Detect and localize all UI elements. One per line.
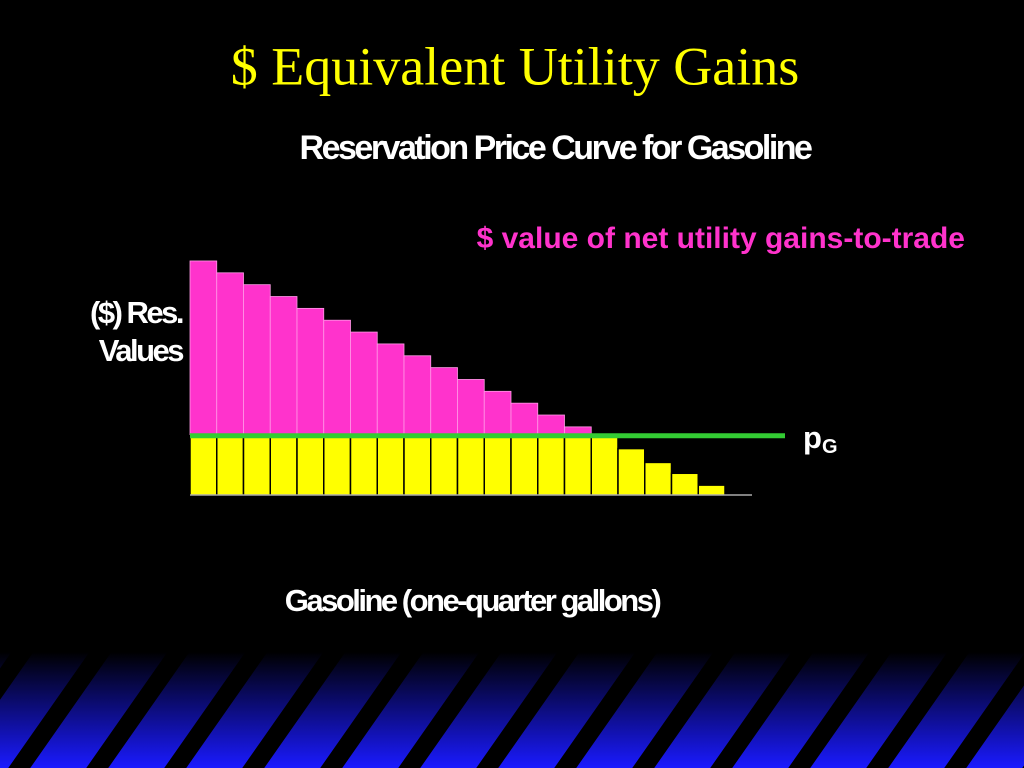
y-label: Values <box>99 333 183 368</box>
subtitle: Reservation Price Curve for Gasoline <box>300 129 812 167</box>
gain-bar <box>243 284 271 437</box>
cost-bar <box>697 484 726 496</box>
x-label: Gasoline (one-quarter gallons) <box>285 583 661 618</box>
cost-bar <box>510 435 539 496</box>
gain-bar <box>323 319 351 437</box>
gain-bar <box>403 355 432 437</box>
cost-bar <box>349 435 378 496</box>
cost-bar <box>617 447 646 496</box>
y-label: ($) Res. <box>90 295 183 330</box>
gain-bar <box>216 272 244 437</box>
cost-bar <box>563 435 592 496</box>
gain-bar <box>296 307 325 437</box>
cost-bar <box>537 435 566 496</box>
gain-bar <box>376 343 405 437</box>
cost-bar <box>483 435 512 496</box>
price-label: pG <box>803 420 838 458</box>
gain-bar <box>483 390 512 437</box>
cost-bar <box>323 435 352 496</box>
cost-bar <box>376 435 405 496</box>
gain-bar <box>269 296 298 437</box>
price-label-main: p <box>803 420 822 455</box>
gain-bar <box>350 331 378 437</box>
cost-bar <box>216 435 245 496</box>
cost-bar <box>590 435 619 496</box>
gain-bar <box>189 260 218 437</box>
cost-bar <box>670 472 699 496</box>
cost-bar <box>644 461 673 496</box>
cost-bar <box>242 435 271 496</box>
footer-stripes <box>0 652 1024 768</box>
cost-bar <box>456 435 485 496</box>
cost-bar <box>403 435 432 496</box>
cost-bar <box>189 435 218 496</box>
gain-bar <box>537 414 565 437</box>
gain-bar <box>510 402 539 437</box>
cost-bar <box>296 435 325 496</box>
gain-bar <box>430 367 458 437</box>
title: $ Equivalent Utility Gains <box>231 36 799 96</box>
cost-bar <box>269 435 298 496</box>
gain-bar <box>457 379 485 437</box>
plot <box>189 260 785 496</box>
cost-bar <box>430 435 459 496</box>
price-label-subscript: G <box>822 436 838 458</box>
annotation: $ value of net utility gains-to-trade <box>477 222 965 255</box>
